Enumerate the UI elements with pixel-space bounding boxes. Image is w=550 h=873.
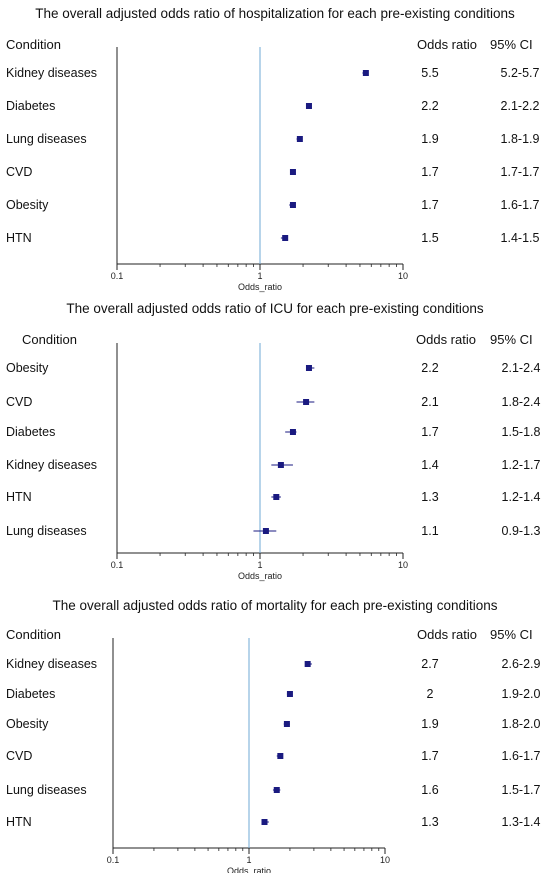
ci-value: 1.5-1.8 <box>501 425 541 439</box>
odds-ratio-marker <box>282 235 289 241</box>
x-tick-label: 1 <box>257 560 262 570</box>
x-tick-label: 10 <box>398 560 408 570</box>
ci-value: 1.2-1.7 <box>501 458 541 472</box>
odds-ratio-value: 2.7 <box>421 657 439 671</box>
ci-value: 2.1-2.2 <box>500 99 540 113</box>
odds-ratio-marker <box>289 169 296 175</box>
chart-title: The overall adjusted odds ratio of ICU f… <box>66 301 484 316</box>
ci-value: 1.3-1.4 <box>501 815 541 829</box>
ci-value: 1.2-1.4 <box>501 490 541 504</box>
chart-title: The overall adjusted odds ratio of morta… <box>52 598 498 613</box>
x-tick-label: 0.1 <box>111 271 124 281</box>
ci-value: 1.8-2.4 <box>501 395 541 409</box>
chart-title: The overall adjusted odds ratio of hospi… <box>35 6 515 21</box>
ci-value: 0.9-1.3 <box>501 524 541 538</box>
odds-ratio-marker <box>289 429 296 435</box>
odds-ratio-marker <box>273 787 280 793</box>
ci-value: 2.1-2.4 <box>501 361 541 375</box>
odds-ratio-value: 2.1 <box>421 395 439 409</box>
odds-ratio-marker <box>305 103 312 109</box>
x-tick-label: 0.1 <box>111 560 124 570</box>
condition-label: Lung diseases <box>6 524 87 538</box>
condition-label: Kidney diseases <box>6 66 98 80</box>
condition-label: Obesity <box>6 717 49 731</box>
ci-value: 1.8-1.9 <box>500 132 540 146</box>
ci-value: 1.4-1.5 <box>500 231 540 245</box>
condition-label: Kidney diseases <box>6 657 98 671</box>
ci-value: 5.2-5.7 <box>500 66 540 80</box>
condition-label: Obesity <box>6 198 49 212</box>
odds-ratio-value: 1.9 <box>421 717 439 731</box>
x-tick-label: 10 <box>398 271 408 281</box>
x-tick-label: 0.1 <box>107 855 120 865</box>
odds-ratio-value: 1.7 <box>421 165 439 179</box>
ci-value: 2.6-2.9 <box>501 657 541 671</box>
odds-ratio-value: 1.7 <box>421 749 439 763</box>
ci-header: 95% CI <box>490 37 533 52</box>
condition-label: HTN <box>6 231 32 245</box>
x-tick-label: 1 <box>246 855 251 865</box>
odds-ratio-marker <box>283 721 290 727</box>
condition-label: CVD <box>6 395 33 409</box>
condition-label: Diabetes <box>6 425 56 439</box>
condition-label: CVD <box>6 165 33 179</box>
condition-label: Lung diseases <box>6 783 87 797</box>
ci-value: 1.5-1.7 <box>501 783 541 797</box>
ci-header: 95% CI <box>490 627 533 642</box>
odds-ratio-marker <box>305 365 312 371</box>
odds-ratio-marker <box>304 661 311 667</box>
x-axis-label: Odds_ratio <box>238 282 282 292</box>
odds-ratio-value: 1.7 <box>421 198 439 212</box>
condition-header: Condition <box>22 332 77 347</box>
odds-ratio-value: 2.2 <box>421 361 439 375</box>
odds-ratio-value: 1.1 <box>421 524 439 538</box>
odds-ratio-value: 2.2 <box>421 99 439 113</box>
condition-label: HTN <box>6 815 32 829</box>
condition-label: Kidney diseases <box>6 458 98 472</box>
condition-label: Obesity <box>6 361 49 375</box>
odds-ratio-value: 1.5 <box>421 231 439 245</box>
condition-label: HTN <box>6 490 32 504</box>
odds-ratio-marker <box>262 528 269 534</box>
odds-ratio-value: 2 <box>426 687 434 701</box>
odds-ratio-marker <box>303 399 310 405</box>
x-axis-label: Odds_ratio <box>238 571 282 581</box>
odds-ratio-value: 1.7 <box>421 425 439 439</box>
odds-ratio-header: Odds ratio <box>417 37 477 52</box>
ci-header: 95% CI <box>490 332 533 347</box>
odds-ratio-marker <box>277 462 284 468</box>
odds-ratio-value: 1.4 <box>421 458 439 472</box>
condition-label: Lung diseases <box>6 132 87 146</box>
x-tick-label: 10 <box>380 855 390 865</box>
odds-ratio-marker <box>286 691 293 697</box>
condition-label: Diabetes <box>6 99 56 113</box>
odds-ratio-value: 5.5 <box>421 66 439 80</box>
ci-value: 1.6-1.7 <box>500 198 540 212</box>
condition-label: Diabetes <box>6 687 56 701</box>
x-tick-label: 1 <box>257 271 262 281</box>
odds-ratio-value: 1.6 <box>421 783 439 797</box>
odds-ratio-value: 1.3 <box>421 490 439 504</box>
condition-header: Condition <box>6 627 61 642</box>
odds-ratio-marker <box>273 494 280 500</box>
ci-value: 1.6-1.7 <box>501 749 541 763</box>
odds-ratio-marker <box>261 819 268 825</box>
condition-label: CVD <box>6 749 33 763</box>
odds-ratio-marker <box>277 753 284 759</box>
ci-value: 1.7-1.7 <box>500 165 540 179</box>
ci-value: 1.9-2.0 <box>501 687 541 701</box>
x-axis-label: Odds_ratio <box>227 866 271 873</box>
odds-ratio-marker <box>296 136 303 142</box>
condition-header: Condition <box>6 37 61 52</box>
odds-ratio-value: 1.3 <box>421 815 439 829</box>
odds-ratio-header: Odds ratio <box>417 627 477 642</box>
odds-ratio-header: Odds ratio <box>416 332 476 347</box>
ci-value: 1.8-2.0 <box>501 717 541 731</box>
odds-ratio-marker <box>289 202 296 208</box>
odds-ratio-marker <box>362 70 369 76</box>
odds-ratio-value: 1.9 <box>421 132 439 146</box>
